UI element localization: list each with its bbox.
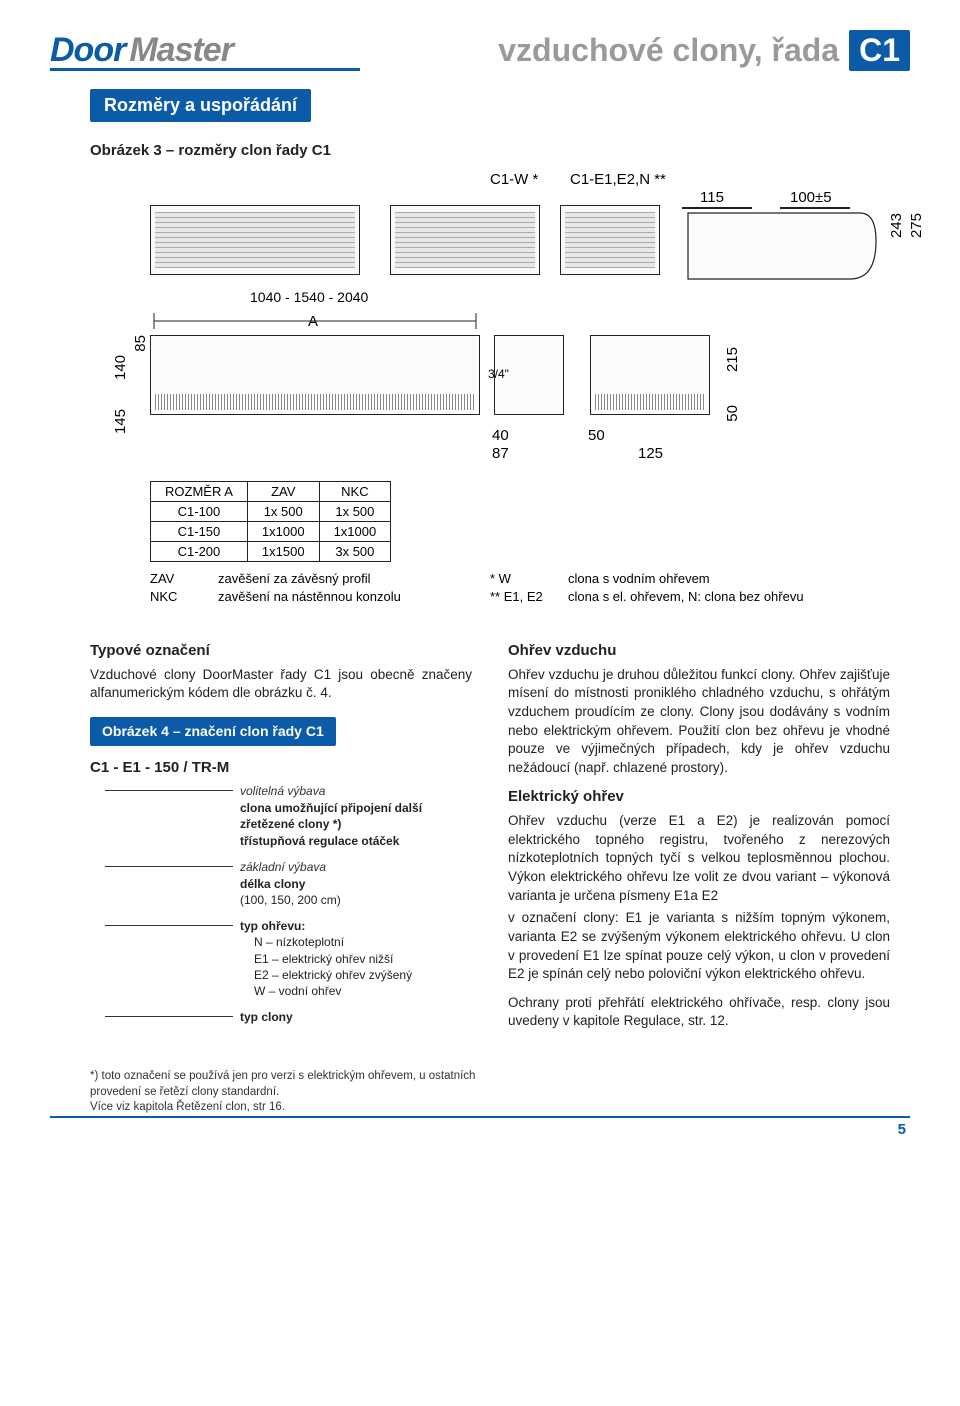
para-elektr1: Ohřev vzduchu (verze E1 a E2) je realizo… <box>508 812 890 905</box>
model-code: C1 - E1 - 150 / TR-M <box>90 758 472 779</box>
footnote: *) toto označení se používá jen pro verz… <box>90 1069 510 1116</box>
legend-key: * W <box>490 571 550 586</box>
dim-85: 85 <box>132 335 149 352</box>
legend-key: NKC <box>150 589 200 604</box>
spec-typohrev: typ ohřevu: N – nízkoteplotní E1 – elekt… <box>240 918 472 999</box>
dim-140: 140 <box>112 355 129 380</box>
pipe-label: 3/4" <box>488 367 509 381</box>
label-c1e: C1-E1,E2,N ** <box>570 171 666 188</box>
spec-tree: volitelná výbava clona umožňující připoj… <box>100 783 472 1025</box>
figure3-caption: Obrázek 3 – rozměry clon řady C1 <box>90 142 890 159</box>
cell: 1x1500 <box>247 542 319 562</box>
plan-view-main <box>150 335 480 415</box>
front-view-n <box>560 205 660 275</box>
bottom-rule <box>50 1116 910 1118</box>
legend-w: * W clona s vodním ohřevem <box>490 571 710 586</box>
th-rozmer: ROZMĚR A <box>151 482 248 502</box>
dim-A-line <box>150 307 480 333</box>
legend-key: ZAV <box>150 571 200 586</box>
cell: 1x1000 <box>247 522 319 542</box>
logo-part1: Door <box>50 31 125 70</box>
legend-val: clona s vodním ohřevem <box>568 571 710 586</box>
obrazek4-block: Obrázek 4 – značení clon řady C1 C1 - E1… <box>90 717 472 1025</box>
heading-ohrev: Ohřev vzduchu <box>508 641 890 662</box>
legend-key: ** E1, E2 <box>490 589 550 604</box>
dim-275: 275 <box>908 213 925 238</box>
spec-label: volitelná výbava <box>240 783 472 799</box>
heading-typove: Typové označení <box>90 641 472 662</box>
title-badge: C1 <box>849 30 910 71</box>
spec-text: W – vodní ohřev <box>254 983 472 999</box>
title-group: vzduchové clony, řada C1 <box>498 30 910 71</box>
col-right: Ohřev vzduchu Ohřev vzduchu je druhou dů… <box>508 641 890 1041</box>
dimension-diagram: C1-W * C1-E1,E2,N ** 115 100±5 243 275 <box>90 171 890 611</box>
spec-text: E1 – elektrický ohřev nižší <box>254 951 472 967</box>
cell: C1-100 <box>151 502 248 522</box>
legend-e: ** E1, E2 clona s el. ohřevem, N: clona … <box>490 589 804 604</box>
heading-elektr: Elektrický ohřev <box>508 787 890 808</box>
th-nkc: NKC <box>319 482 391 502</box>
spec-text: typ clony <box>240 1009 472 1025</box>
para-typove: Vzduchové clony DoorMaster řady C1 jsou … <box>90 666 472 703</box>
spec-text: clona umožňující připojení další zřetěze… <box>240 800 472 832</box>
front-view-w <box>150 205 360 275</box>
footnote-line: *) toto označení se používá jen pro verz… <box>90 1069 510 1100</box>
section-rozmery: Rozměry a uspořádání <box>90 89 311 122</box>
dim-125: 125 <box>638 445 663 462</box>
dim-215: 215 <box>724 347 741 372</box>
spec-text: typ ohřevu: <box>240 918 472 934</box>
page-number: 5 <box>898 1121 906 1138</box>
para-ohrev: Ohřev vzduchu je druhou důležitou funkcí… <box>508 666 890 778</box>
footnote-line: Více viz kapitola Řetězení clon, str 16. <box>90 1100 510 1116</box>
plan-end <box>590 335 710 415</box>
dim-87: 87 <box>492 445 509 462</box>
obr4-header: Obrázek 4 – značení clon řady C1 <box>90 717 336 746</box>
dim-50a: 50 <box>588 427 605 444</box>
spec-text: (100, 150, 200 cm) <box>240 892 472 908</box>
spec-zakladni: základní výbava délka clony (100, 150, 2… <box>240 859 472 909</box>
legend-zav: ZAV zavěšení za závěsný profil <box>150 571 370 586</box>
spec-text: N – nízkoteplotní <box>254 934 472 950</box>
dim-40: 40 <box>492 427 509 444</box>
spec-text: délka clony <box>240 876 472 892</box>
cell: 1x 500 <box>247 502 319 522</box>
legend-val: zavěšení na nástěnnou konzolu <box>218 589 401 604</box>
front-view-e <box>390 205 540 275</box>
page-title: vzduchové clony, řada <box>498 32 839 69</box>
para-elektr3: Ochrany proti přehřátí elektrického ohří… <box>508 994 890 1031</box>
spec-volitelna: volitelná výbava clona umožňující připoj… <box>240 783 472 849</box>
spec-typclony: typ clony <box>240 1009 472 1025</box>
logo-block: DoorMaster <box>50 31 360 71</box>
th-zav: ZAV <box>247 482 319 502</box>
spec-label: základní výbava <box>240 859 472 875</box>
spec-text: E2 – elektrický ohřev zvýšený <box>254 967 472 983</box>
body-columns: Typové označení Vzduchové clony DoorMast… <box>90 641 890 1041</box>
para-elektr2: v označení clony: E1 je varianta s nižší… <box>508 909 890 984</box>
legend-val: clona s el. ohřevem, N: clona bez ohřevu <box>568 589 804 604</box>
cell: C1-150 <box>151 522 248 542</box>
dim-145: 145 <box>112 409 129 434</box>
length-range: 1040 - 1540 - 2040 <box>250 289 368 305</box>
label-c1w: C1-W * <box>490 171 538 188</box>
spec-text: třístupňová regulace otáček <box>240 833 472 849</box>
logo-part2: Master <box>129 31 233 70</box>
dim-50b: 50 <box>724 405 741 422</box>
cell: 1x 500 <box>319 502 391 522</box>
size-table: ROZMĚR A ZAV NKC C1-100 1x 500 1x 500 C1… <box>150 481 391 562</box>
cell: 3x 500 <box>319 542 391 562</box>
page-header: DoorMaster vzduchové clony, řada C1 <box>50 30 910 71</box>
legend-nkc: NKC zavěšení na nástěnnou konzolu <box>150 589 401 604</box>
side-profile <box>680 201 880 291</box>
dim-243: 243 <box>888 213 905 238</box>
cell: C1-200 <box>151 542 248 562</box>
col-left: Typové označení Vzduchové clony DoorMast… <box>90 641 472 1041</box>
legend-val: zavěšení za závěsný profil <box>218 571 370 586</box>
cell: 1x1000 <box>319 522 391 542</box>
